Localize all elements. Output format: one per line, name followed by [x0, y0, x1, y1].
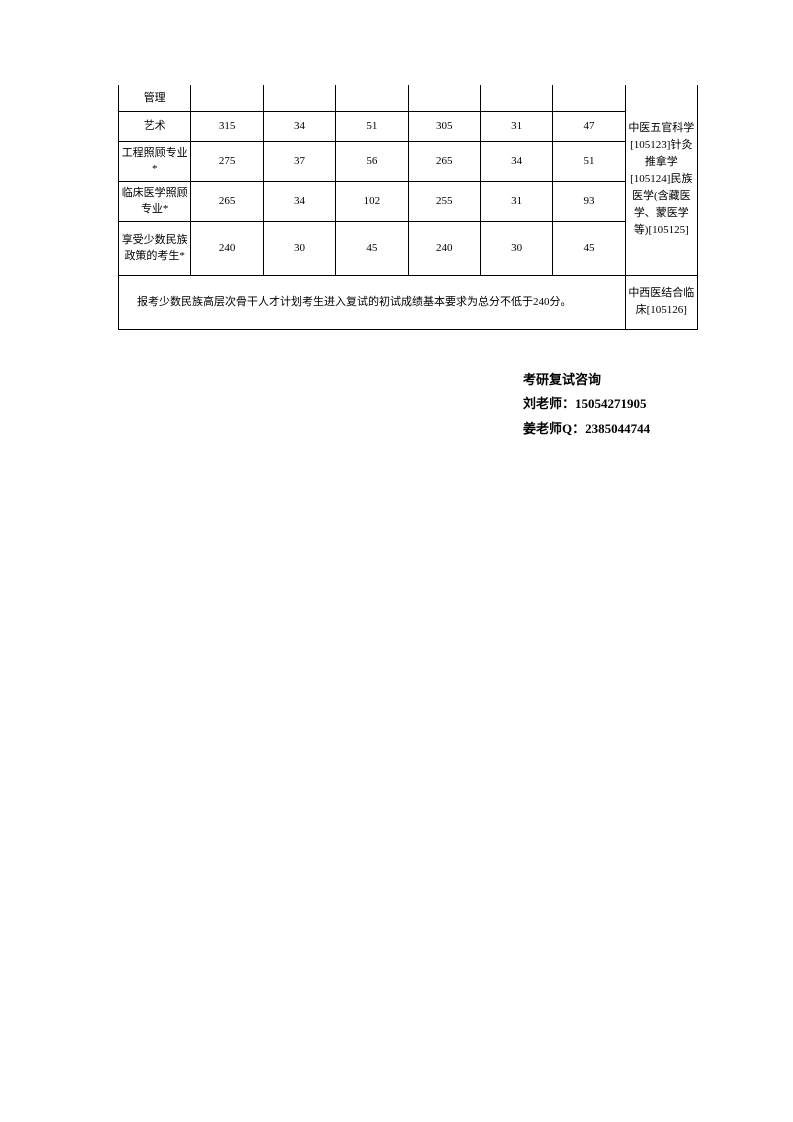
cell: 30: [263, 221, 335, 275]
cell: [336, 85, 408, 111]
remark-bottom: 中西医结合临床[105126]: [625, 275, 697, 329]
cell: 51: [553, 141, 625, 181]
cell: 240: [408, 221, 480, 275]
cell: 30: [480, 221, 552, 275]
cell: [263, 85, 335, 111]
contact-title: 考研复试咨询: [523, 368, 698, 393]
cell: 34: [263, 111, 335, 141]
cell: 47: [553, 111, 625, 141]
cell: 34: [480, 141, 552, 181]
row-label: 工程照顾专业*: [119, 141, 191, 181]
footnote: 报考少数民族高层次骨干人才计划考生进入复试的初试成绩基本要求为总分不低于240分…: [119, 275, 626, 329]
cell: 51: [336, 111, 408, 141]
cell: 31: [480, 111, 552, 141]
row-label: 管理: [119, 85, 191, 111]
cell: 102: [336, 181, 408, 221]
cell: 31: [480, 181, 552, 221]
cell: [480, 85, 552, 111]
cell: [191, 85, 263, 111]
cell: 275: [191, 141, 263, 181]
cell: 240: [191, 221, 263, 275]
cell: [553, 85, 625, 111]
cell: 93: [553, 181, 625, 221]
cell: 255: [408, 181, 480, 221]
cell: 315: [191, 111, 263, 141]
cell: 45: [553, 221, 625, 275]
row-label: 艺术: [119, 111, 191, 141]
cell: 305: [408, 111, 480, 141]
cell: 37: [263, 141, 335, 181]
cell: [408, 85, 480, 111]
contact-line2: 姜老师Q：2385044744: [523, 417, 698, 442]
cell: 34: [263, 181, 335, 221]
cell: 56: [336, 141, 408, 181]
cell: 45: [336, 221, 408, 275]
score-table: 管理 中医五官科学[105123]针灸推拿学[105124]民族医学(含藏医学、…: [118, 85, 698, 330]
cell: 265: [191, 181, 263, 221]
contact-block: 考研复试咨询 刘老师：15054271905 姜老师Q：2385044744: [523, 368, 698, 442]
row-label: 享受少数民族政策的考生*: [119, 221, 191, 275]
cell: 265: [408, 141, 480, 181]
row-label: 临床医学照顾专业*: [119, 181, 191, 221]
remark-top: 中医五官科学[105123]针灸推拿学[105124]民族医学(含藏医学、蒙医学…: [625, 85, 697, 275]
contact-line1: 刘老师：15054271905: [523, 392, 698, 417]
